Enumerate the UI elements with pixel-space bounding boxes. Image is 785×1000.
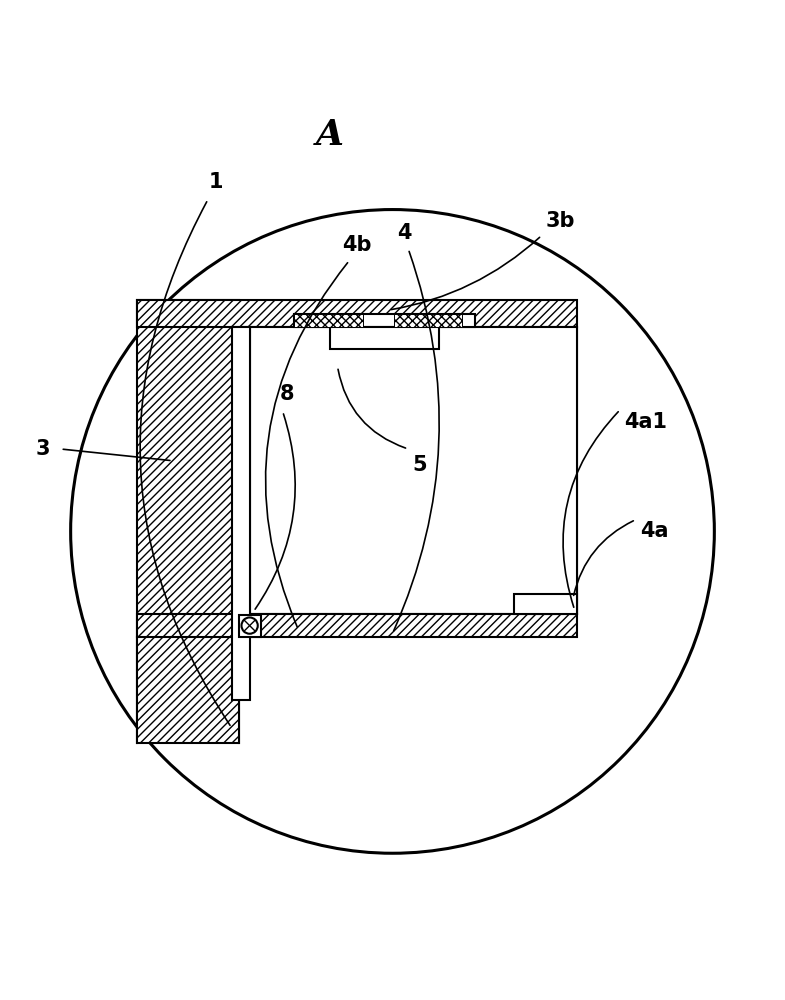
Bar <box>137 300 239 743</box>
Text: 4: 4 <box>397 223 411 243</box>
Text: 3b: 3b <box>546 211 575 231</box>
Text: 4a1: 4a1 <box>624 412 667 432</box>
Bar <box>137 614 577 637</box>
Bar <box>294 314 475 327</box>
Bar <box>294 314 363 327</box>
Bar <box>137 300 577 327</box>
Bar <box>239 615 261 637</box>
Text: 1: 1 <box>209 172 223 192</box>
Bar <box>330 327 439 349</box>
Bar <box>514 594 577 614</box>
Bar <box>232 327 250 700</box>
Text: 3: 3 <box>36 439 50 459</box>
Text: A: A <box>316 118 344 152</box>
Text: 4a: 4a <box>640 521 668 541</box>
Bar <box>250 327 577 614</box>
Text: 8: 8 <box>279 384 294 404</box>
Bar <box>394 314 462 327</box>
Text: 4b: 4b <box>342 235 372 255</box>
Text: 5: 5 <box>413 455 427 475</box>
